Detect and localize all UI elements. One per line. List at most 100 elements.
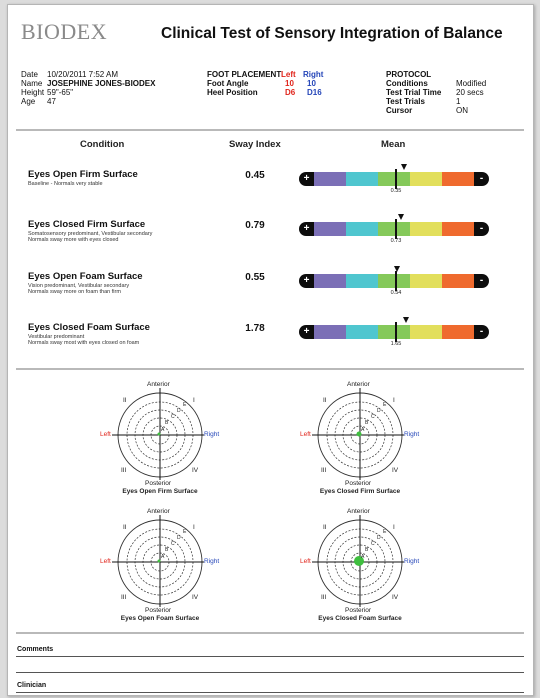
age-value: 47 — [47, 97, 56, 106]
target-rings — [112, 387, 208, 483]
sway-index-marker — [393, 266, 400, 272]
anterior-label: Anterior — [347, 508, 370, 515]
ring-d-label: D — [177, 408, 181, 414]
anterior-label: Anterior — [347, 381, 370, 388]
clinician-line — [16, 692, 524, 693]
sway-scale-bar: + - — [299, 172, 489, 186]
condition-title: Eyes Open Firm Surface — [28, 169, 138, 180]
col-mean: Mean — [381, 139, 406, 150]
scale-high-cap: - — [474, 222, 489, 236]
ring-c-label: C — [171, 414, 175, 420]
height-label: Height — [21, 88, 45, 97]
quadrant-ii-label: II — [323, 524, 327, 531]
ring-e-label: E — [183, 529, 187, 535]
ring-d-label: D — [177, 535, 181, 541]
left-label: Left — [100, 558, 111, 565]
condition-description: Baseline - Normals very stable — [28, 181, 103, 187]
sway-index-value: 0.79 — [245, 220, 265, 231]
target-rings — [312, 514, 408, 610]
condition-description: Vision predominant, Vestibular secondary — [28, 283, 130, 289]
ring-e-label: E — [383, 402, 387, 408]
sway-index-value: 0.55 — [245, 272, 265, 283]
ring-c-label: C — [371, 541, 375, 547]
height-value: 59"-65" — [47, 88, 74, 97]
sway-index-value: 1.78 — [245, 323, 265, 334]
date-label: Date — [21, 70, 38, 79]
posterior-label: Posterior — [145, 607, 172, 614]
target-caption: Eyes Closed Firm Surface — [319, 488, 401, 495]
scale-segment — [410, 274, 442, 288]
ring-c-label: C — [371, 414, 375, 420]
patient-info: Date 10/20/2011 7:52 AM Name JOSEPHINE JON… — [21, 70, 155, 106]
sway-scale-bar: + - — [299, 222, 489, 236]
right-label: Right — [404, 558, 420, 565]
mean-value-label: 1.65 — [390, 341, 402, 347]
quadrant-iii-label: III — [121, 594, 127, 601]
target-rings — [312, 387, 408, 483]
quadrant-i-label: I — [193, 524, 195, 531]
left-label: Left — [300, 431, 311, 438]
sway-scale-bar: + - — [299, 325, 489, 339]
left-label: Left — [300, 558, 311, 565]
scale-segment — [314, 274, 346, 288]
scale-low-cap: + — [299, 274, 314, 288]
conditions-value: Modified — [456, 79, 487, 88]
mean-marker — [395, 169, 397, 189]
sway-target: Anterior Posterior Left Right I II III IV A B C D E E… — [290, 380, 430, 505]
divider-top — [16, 129, 524, 131]
condition-normals-note: Normals sway more with eyes closed — [28, 237, 119, 243]
quadrant-iii-label: III — [321, 467, 327, 474]
ring-b-label: B — [365, 547, 369, 553]
foot-angle-label: Foot Angle — [207, 79, 249, 88]
right-label: Right — [204, 558, 220, 565]
target-caption: Eyes Open Foam Surface — [120, 615, 200, 622]
ring-d-label: D — [377, 408, 381, 414]
comments-label: Comments — [17, 646, 54, 653]
ring-a-label: A — [161, 427, 165, 433]
condition-row: Eyes Closed Foam Surface Vestibular predo… — [8, 317, 533, 363]
condition-normals-note: Normals sway more on foam than firm — [28, 289, 121, 295]
scale-low-cap: + — [299, 172, 314, 186]
condition-row: Eyes Closed Firm Surface Somatosensory pr… — [8, 214, 533, 260]
quadrant-iv-label: IV — [392, 594, 399, 601]
mean-value-label: 0.35 — [390, 188, 402, 194]
biodex-logo: BIODEX — [21, 19, 108, 44]
mean-marker — [395, 322, 397, 342]
condition-normals-note: Normals sway most with eyes closed on fo… — [28, 340, 140, 346]
name-value: JOSEPHINE JONES-BIODEX — [47, 79, 156, 88]
quadrant-i-label: I — [393, 397, 395, 404]
trials-value: 1 — [456, 97, 461, 106]
target-caption: Eyes Closed Foam Surface — [318, 615, 402, 622]
sway-index-value: 0.45 — [245, 170, 265, 181]
ring-e-label: E — [183, 402, 187, 408]
quadrant-iv-label: IV — [192, 467, 199, 474]
scale-low-cap: + — [299, 325, 314, 339]
scale-segment — [314, 325, 346, 339]
quadrant-ii-label: II — [323, 397, 327, 404]
scale-segment — [346, 274, 378, 288]
mean-marker — [395, 271, 397, 291]
sway-index-marker — [397, 214, 404, 220]
condition-description: Vestibular predominant — [28, 334, 85, 340]
trial-time-value: 20 secs — [456, 88, 484, 97]
foot-right-header: Right — [303, 70, 324, 79]
cursor-label: Cursor — [386, 106, 413, 115]
posterior-label: Posterior — [345, 480, 372, 487]
quadrant-ii-label: II — [123, 524, 127, 531]
protocol-title: PROTOCOL — [386, 70, 432, 79]
condition-description: Somatosensory predominant, Vestibular se… — [28, 231, 153, 237]
quadrant-ii-label: II — [123, 397, 127, 404]
foot-placement: FOOT PLACEMENTLeft Right Foot Angle 10 10 H… — [207, 70, 323, 97]
quadrant-iii-label: III — [321, 594, 327, 601]
sway-index-marker — [401, 164, 407, 170]
ring-a-label: A — [161, 554, 165, 560]
quadrant-iv-label: IV — [392, 467, 399, 474]
ring-e-label: E — [383, 529, 387, 535]
scale-segment — [442, 222, 474, 236]
col-condition: Condition — [80, 139, 125, 150]
mean-value-label: 0.73 — [390, 238, 402, 244]
scale-segment — [442, 325, 474, 339]
trial-time-label: Test Trial Time — [386, 88, 442, 97]
scale-segment — [314, 172, 346, 186]
foot-placement-title: FOOT PLACEMENT — [207, 70, 282, 79]
